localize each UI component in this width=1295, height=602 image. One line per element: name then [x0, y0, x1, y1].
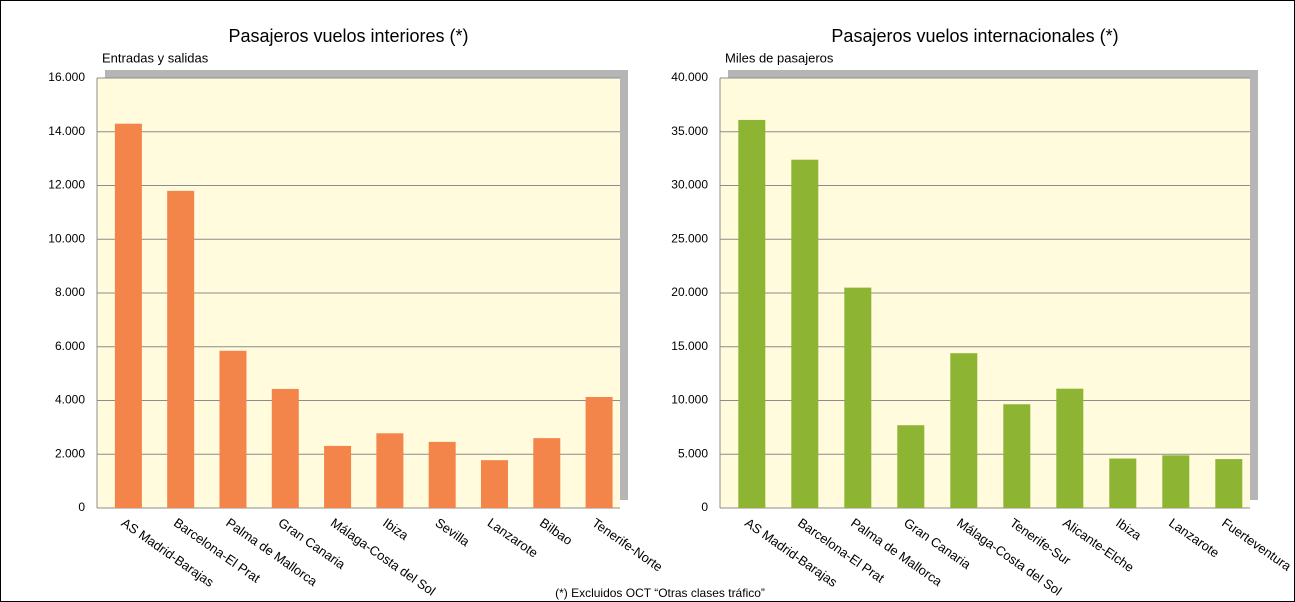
bar	[1162, 455, 1190, 508]
y-tick-label: 40.000	[671, 70, 708, 84]
y-tick-label: 0	[701, 500, 708, 514]
y-tick-label: 30.000	[671, 178, 708, 192]
bar	[897, 425, 925, 508]
y-tick-label: 4.000	[55, 393, 85, 407]
footnote: (*) Excluidos OCT “Otras clases tráfico”	[555, 586, 765, 600]
y-tick-label: 5.000	[678, 446, 708, 460]
y-tick-label: 25.000	[671, 231, 708, 245]
y-tick-label: 0	[78, 500, 85, 514]
bar	[791, 159, 819, 508]
bar	[533, 438, 561, 508]
chart-subtitle: Entradas y salidas	[102, 50, 209, 65]
bar	[1109, 458, 1137, 508]
y-tick-label: 20.000	[671, 285, 708, 299]
bar	[1056, 388, 1084, 508]
y-tick-label: 14.000	[48, 124, 85, 138]
bar	[114, 123, 142, 508]
chart-title: Pasajeros vuelos interiores (*)	[228, 26, 468, 46]
chart-title: Pasajeros vuelos internacionales (*)	[831, 26, 1118, 46]
y-tick-label: 16.000	[48, 70, 85, 84]
y-tick-label: 10.000	[671, 393, 708, 407]
bar	[324, 445, 352, 508]
bar	[1215, 459, 1243, 508]
y-tick-label: 6.000	[55, 339, 85, 353]
bar	[585, 397, 613, 508]
bar	[480, 460, 508, 508]
y-tick-label: 15.000	[671, 339, 708, 353]
y-tick-label: 2.000	[55, 446, 85, 460]
bar	[376, 433, 404, 508]
y-tick-label: 10.000	[48, 231, 85, 245]
bar	[428, 441, 456, 508]
bar	[844, 287, 872, 508]
bar	[271, 388, 299, 508]
chart-subtitle: Miles de pasajeros	[725, 50, 834, 65]
bar	[1003, 404, 1031, 508]
y-tick-label: 35.000	[671, 124, 708, 138]
bar	[219, 350, 247, 508]
y-tick-label: 8.000	[55, 285, 85, 299]
y-tick-label: 12.000	[48, 178, 85, 192]
bar	[738, 119, 766, 509]
bar	[167, 190, 195, 508]
bar	[950, 353, 978, 508]
